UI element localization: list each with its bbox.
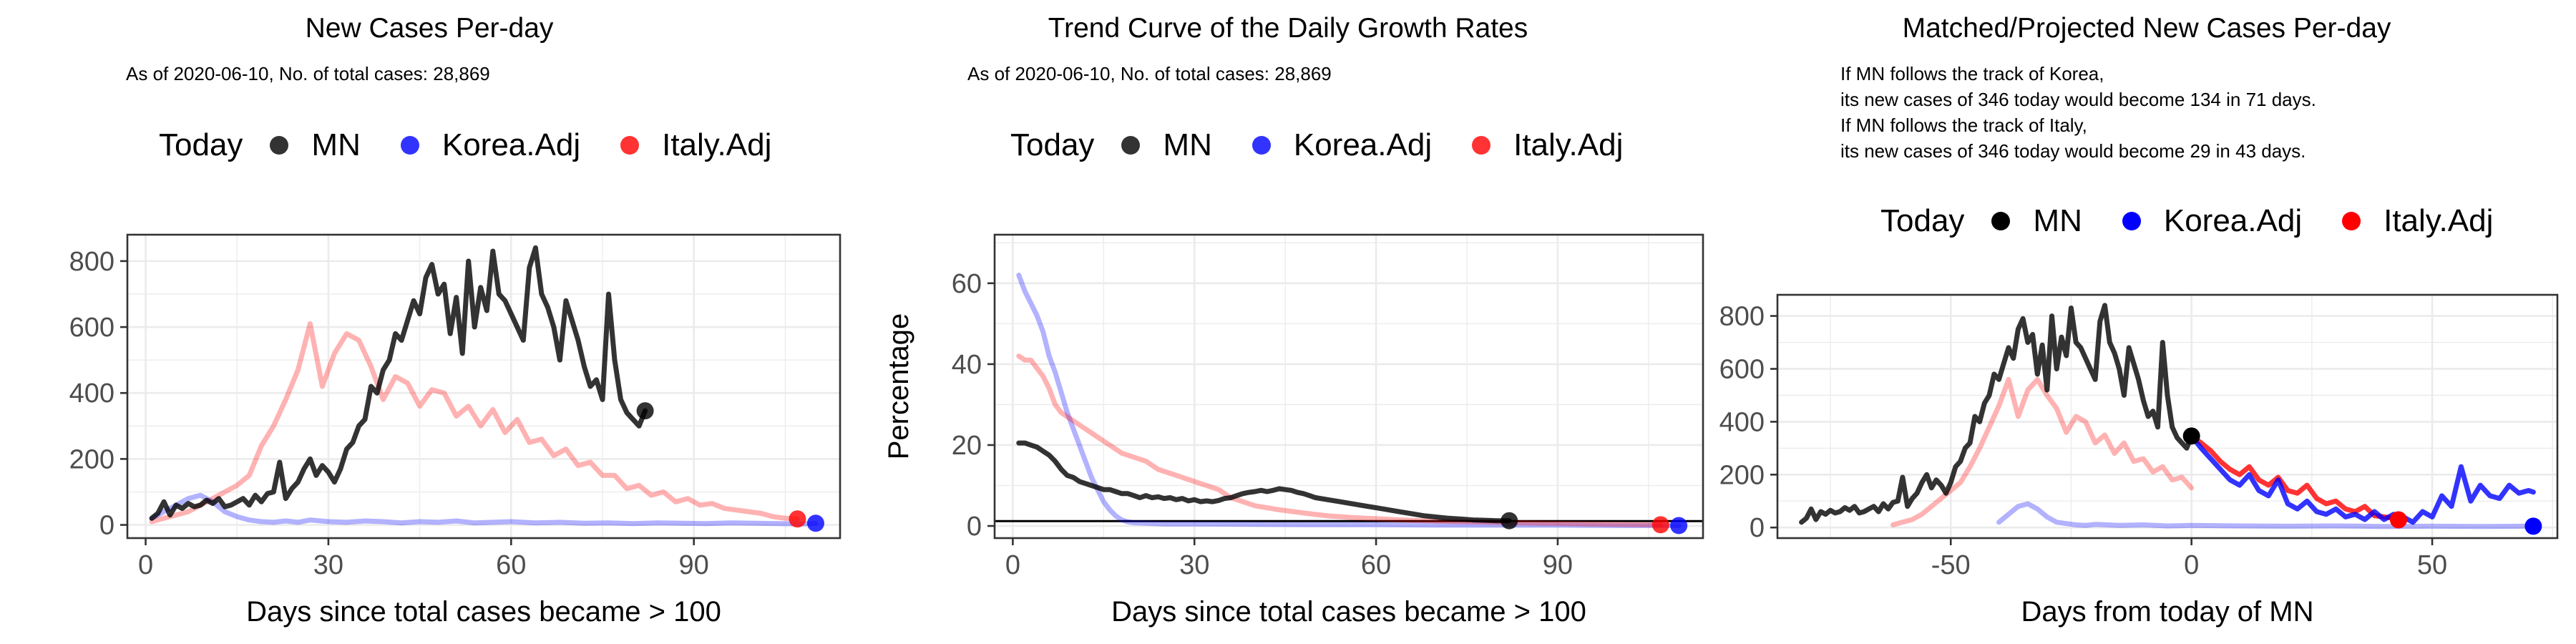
series-line-italy-adj-projected: [2189, 433, 2401, 522]
y-tick-label: 800: [69, 247, 114, 277]
caption-line-2: its new cases of 346 today would become …: [1840, 89, 2316, 110]
legend-key-italy: [2342, 212, 2361, 230]
x-tick-label: 90: [1543, 550, 1573, 580]
y-tick-label: 20: [952, 431, 982, 461]
x-tick-label: 50: [2417, 550, 2447, 580]
series-line-korea-adj: [149, 492, 819, 527]
x-tick-label: 30: [1179, 550, 1209, 580]
series-line-korea-adj: [1016, 273, 1682, 528]
x-tick-label: 0: [138, 550, 153, 580]
x-tick-label: 0: [1005, 550, 1020, 580]
grid: [995, 235, 1703, 538]
legend-key-korea: [1252, 136, 1271, 155]
chart-legend: Today MN Korea.Adj Italy.Adj: [1880, 203, 2493, 239]
y-tick-label: 0: [967, 512, 982, 542]
x-tick-label: -50: [1931, 550, 1971, 580]
y-tick-label: 0: [99, 511, 114, 541]
today-point-korea-adj: [2524, 517, 2542, 535]
plot-area: [149, 245, 819, 527]
y-tick-label: 800: [1719, 302, 1765, 332]
panel-border: [993, 233, 1704, 540]
x-axis-label: Days since total cases became > 100: [246, 596, 721, 628]
legend-label-mn: MN: [1163, 127, 1212, 162]
series-line-korea-adj-projected: [2189, 433, 2536, 525]
today-point-korea-adj: [1670, 517, 1688, 535]
y-tick-label: 40: [952, 350, 982, 380]
today-point-italy-adj: [2389, 511, 2407, 529]
caption-line-4: its new cases of 346 today would become …: [1840, 140, 2306, 162]
panel-projected: Matched/Projected New Cases Per-day If M…: [1717, 0, 2576, 644]
series-line-italy-adj-matched: [1890, 376, 2195, 527]
chart-title: New Cases Per-day: [305, 13, 554, 44]
x-axis-label: Days from today of MN: [2021, 596, 2313, 628]
panel-border: [1776, 293, 2559, 540]
y-tick-label: 200: [1719, 460, 1765, 490]
chart-title: Trend Curve of the Daily Growth Rates: [1048, 13, 1528, 44]
legend-key-mn: [1991, 212, 2011, 230]
chart-subtitle: As of 2020-06-10, No. of total cases: 28…: [967, 63, 1332, 84]
y-tick-label: 600: [69, 313, 114, 343]
legend-title: Today: [1010, 127, 1095, 162]
y-tick-label: 0: [1750, 513, 1765, 543]
chart-subtitle: As of 2020-06-10, No. of total cases: 28…: [126, 63, 490, 84]
caption-line-3: If MN follows the track of Italy,: [1840, 114, 2087, 136]
legend-label-korea: Korea.Adj: [441, 127, 581, 162]
series-line-korea-adj-matched: [1996, 501, 2532, 530]
chart-new-cases: 0 30 60 90 0 200 400 600 800 Days since total cas…: [69, 233, 841, 628]
grid: [127, 235, 840, 538]
chart-projected: -50 0 50 0 200 400 600 800 Days from today of MN: [1719, 293, 2559, 628]
legend-label-korea: Korea.Adj: [1293, 127, 1433, 162]
legend-label-italy: Italy.Adj: [662, 127, 772, 162]
today-point-italy-adj: [789, 510, 806, 528]
legend-label-mn: MN: [2033, 203, 2082, 238]
series-line-italy-adj: [149, 321, 800, 525]
chart-legend: Today MN Korea.Adj Italy.Adj: [159, 127, 771, 163]
series-line-mn: [1016, 440, 1512, 524]
plot-area: [1799, 303, 2536, 530]
caption-line-1: If MN follows the track of Korea,: [1840, 63, 2104, 84]
legend-key-mn: [1121, 136, 1141, 155]
legend-key-italy: [620, 136, 640, 155]
x-tick-label: 90: [679, 550, 709, 580]
legend-title: Today: [159, 127, 243, 162]
legend-title: Today: [1880, 203, 1965, 238]
plot-area: [1016, 273, 1682, 528]
legend-label-korea: Korea.Adj: [2163, 203, 2303, 238]
x-axis-label: Days since total cases became > 100: [1111, 596, 1586, 628]
chart-growth-rates: 0 30 60 90 0 20 40 60 Days since total cases bec…: [883, 233, 1704, 628]
series-line-mn: [149, 245, 648, 521]
series-line-mn: [1799, 303, 2195, 525]
today-point-mn: [1501, 512, 1518, 530]
x-tick-label: 60: [496, 550, 526, 580]
y-axis-label: Percentage: [883, 313, 914, 460]
legend-label-italy: Italy.Adj: [2384, 203, 2494, 238]
legend-key-korea: [400, 136, 419, 155]
y-tick-label: 400: [69, 379, 114, 409]
today-point-mn: [2182, 427, 2200, 445]
legend-key-italy: [1472, 136, 1491, 155]
x-tick-label: 30: [313, 550, 343, 580]
legend-label-italy: Italy.Adj: [1513, 127, 1624, 162]
y-tick-label: 600: [1719, 354, 1765, 384]
chart-title: Matched/Projected New Cases Per-day: [1902, 13, 2391, 44]
today-point-mn: [636, 402, 654, 420]
panel-growth-rates: Trend Curve of the Daily Growth Rates As…: [859, 0, 1717, 644]
x-tick-label: 0: [2184, 550, 2199, 580]
today-point-italy-adj: [1652, 516, 1669, 534]
today-point-korea-adj: [806, 514, 824, 532]
x-tick-label: 60: [1361, 550, 1391, 580]
panel-new-cases: New Cases Per-day As of 2020-06-10, No. …: [0, 0, 859, 644]
legend-key-korea: [2122, 212, 2141, 230]
y-tick-label: 400: [1719, 407, 1765, 437]
y-tick-label: 200: [69, 444, 114, 474]
y-tick-label: 60: [952, 269, 982, 299]
legend-key-mn: [270, 136, 289, 155]
chart-legend: Today MN Korea.Adj Italy.Adj: [1010, 127, 1623, 163]
panel-border: [126, 233, 841, 540]
legend-label-mn: MN: [311, 127, 361, 162]
